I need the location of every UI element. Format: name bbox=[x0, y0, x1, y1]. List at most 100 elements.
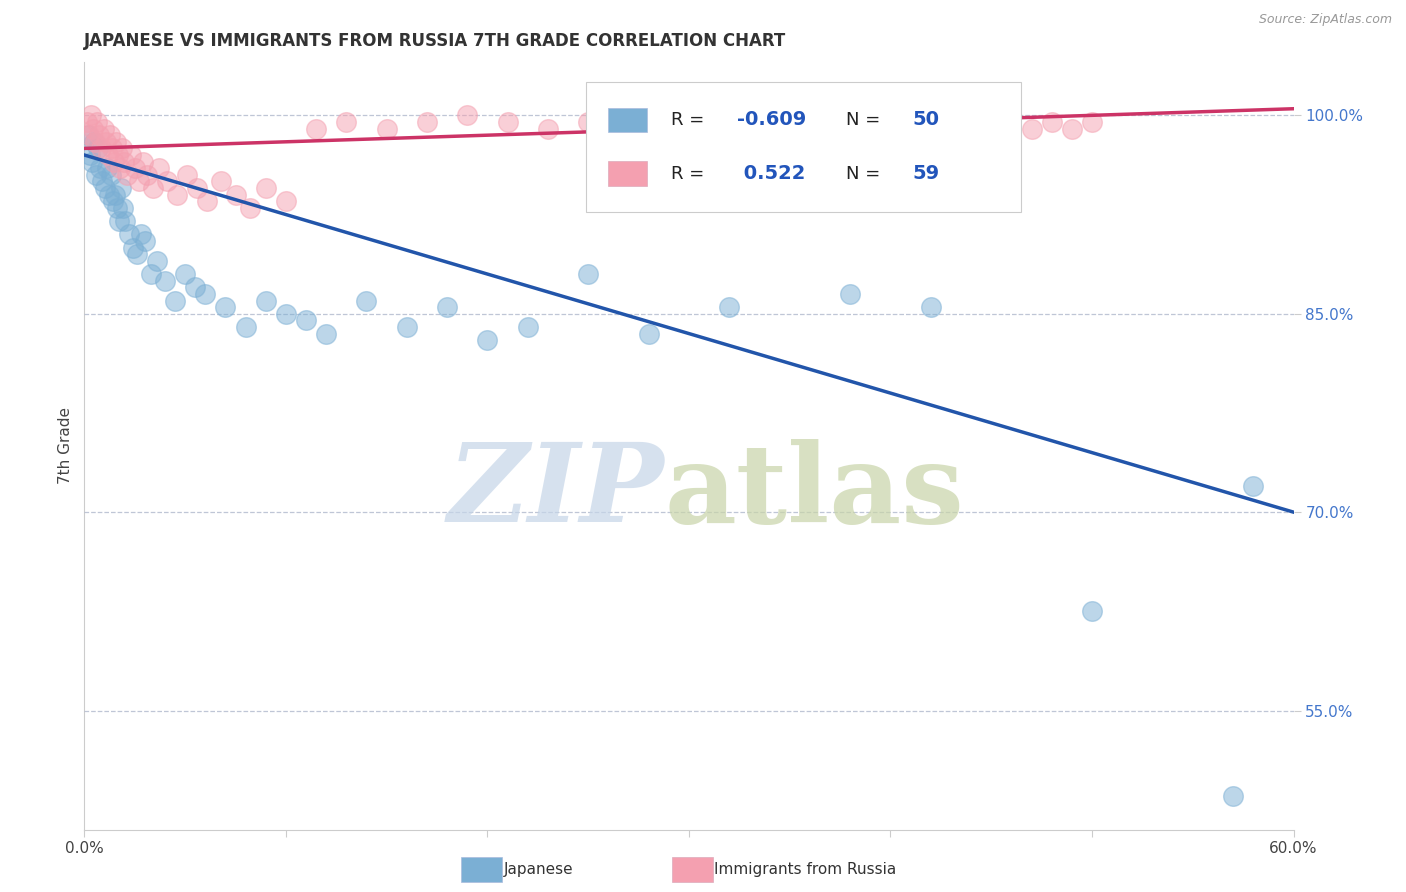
Point bbox=[576, 267, 599, 281]
Point bbox=[194, 286, 217, 301]
Point bbox=[82, 121, 104, 136]
Point bbox=[166, 187, 188, 202]
Point bbox=[83, 135, 105, 149]
Point bbox=[225, 187, 247, 202]
Point bbox=[89, 161, 111, 176]
Point bbox=[120, 148, 142, 162]
Text: N =: N = bbox=[846, 111, 886, 129]
Point bbox=[91, 174, 114, 188]
Point bbox=[195, 194, 218, 209]
Text: Japanese: Japanese bbox=[503, 863, 574, 877]
Point bbox=[305, 121, 328, 136]
Point bbox=[516, 320, 538, 334]
Point bbox=[254, 181, 277, 195]
Text: 0.522: 0.522 bbox=[737, 164, 806, 183]
Text: Immigrants from Russia: Immigrants from Russia bbox=[714, 863, 897, 877]
Point bbox=[176, 168, 198, 182]
Point bbox=[1241, 478, 1264, 492]
Point bbox=[980, 115, 1002, 129]
Point bbox=[80, 108, 103, 122]
Point bbox=[254, 293, 277, 308]
FancyBboxPatch shape bbox=[607, 108, 647, 132]
Point bbox=[537, 121, 560, 136]
Point bbox=[274, 307, 297, 321]
Point bbox=[214, 300, 236, 314]
Point bbox=[436, 300, 458, 314]
Point bbox=[77, 128, 100, 143]
Point bbox=[617, 108, 640, 122]
Point bbox=[124, 161, 146, 176]
Point bbox=[86, 168, 108, 182]
Point bbox=[939, 121, 962, 136]
Point bbox=[153, 274, 176, 288]
Text: JAPANESE VS IMMIGRANTS FROM RUSSIA 7TH GRADE CORRELATION CHART: JAPANESE VS IMMIGRANTS FROM RUSSIA 7TH G… bbox=[84, 32, 786, 50]
FancyBboxPatch shape bbox=[586, 81, 1022, 212]
Point bbox=[104, 135, 127, 149]
Point bbox=[118, 227, 141, 242]
Point bbox=[111, 201, 134, 215]
Point bbox=[96, 161, 118, 176]
Point bbox=[128, 174, 150, 188]
Point bbox=[90, 141, 112, 155]
Point bbox=[82, 154, 104, 169]
Point bbox=[114, 214, 136, 228]
Point bbox=[112, 154, 135, 169]
Point bbox=[295, 313, 318, 327]
Point bbox=[818, 115, 841, 129]
Point bbox=[115, 168, 138, 182]
Point bbox=[142, 181, 165, 195]
Point bbox=[103, 154, 125, 169]
Point bbox=[89, 128, 111, 143]
Point bbox=[100, 141, 122, 155]
Text: atlas: atlas bbox=[665, 439, 965, 546]
Point bbox=[79, 148, 101, 162]
Point bbox=[100, 168, 122, 182]
Point bbox=[174, 267, 197, 281]
Point bbox=[87, 141, 110, 155]
Point bbox=[477, 333, 499, 347]
Point bbox=[859, 108, 882, 122]
Point bbox=[94, 135, 117, 149]
Point bbox=[1021, 121, 1043, 136]
Point bbox=[456, 108, 478, 122]
Point bbox=[121, 241, 143, 255]
Point bbox=[110, 181, 132, 195]
Point bbox=[356, 293, 378, 308]
Text: N =: N = bbox=[846, 165, 886, 183]
Point bbox=[93, 121, 115, 136]
Point bbox=[496, 115, 519, 129]
Point bbox=[146, 253, 169, 268]
Point bbox=[335, 115, 357, 129]
Point bbox=[125, 247, 148, 261]
Point bbox=[132, 154, 155, 169]
Point bbox=[86, 115, 108, 129]
Point bbox=[93, 181, 115, 195]
Point bbox=[96, 148, 118, 162]
Point bbox=[1222, 789, 1244, 804]
Text: R =: R = bbox=[671, 165, 710, 183]
Text: R =: R = bbox=[671, 111, 710, 129]
Y-axis label: 7th Grade: 7th Grade bbox=[58, 408, 73, 484]
Point bbox=[718, 300, 741, 314]
Point bbox=[129, 227, 152, 242]
Point bbox=[920, 300, 942, 314]
Point bbox=[416, 115, 439, 129]
Point bbox=[658, 115, 681, 129]
Point bbox=[1060, 121, 1083, 136]
Text: -0.609: -0.609 bbox=[737, 111, 807, 129]
Point bbox=[108, 161, 131, 176]
Point bbox=[395, 320, 418, 334]
Point bbox=[111, 141, 134, 155]
Point bbox=[900, 115, 922, 129]
Point bbox=[186, 181, 208, 195]
Point bbox=[184, 280, 207, 294]
Point bbox=[107, 148, 129, 162]
Point bbox=[134, 234, 156, 248]
Point bbox=[375, 121, 398, 136]
Point bbox=[84, 135, 107, 149]
Point bbox=[239, 201, 262, 215]
Point bbox=[98, 128, 121, 143]
Text: ZIP: ZIP bbox=[449, 438, 665, 546]
Point bbox=[637, 326, 659, 341]
Point bbox=[97, 187, 120, 202]
